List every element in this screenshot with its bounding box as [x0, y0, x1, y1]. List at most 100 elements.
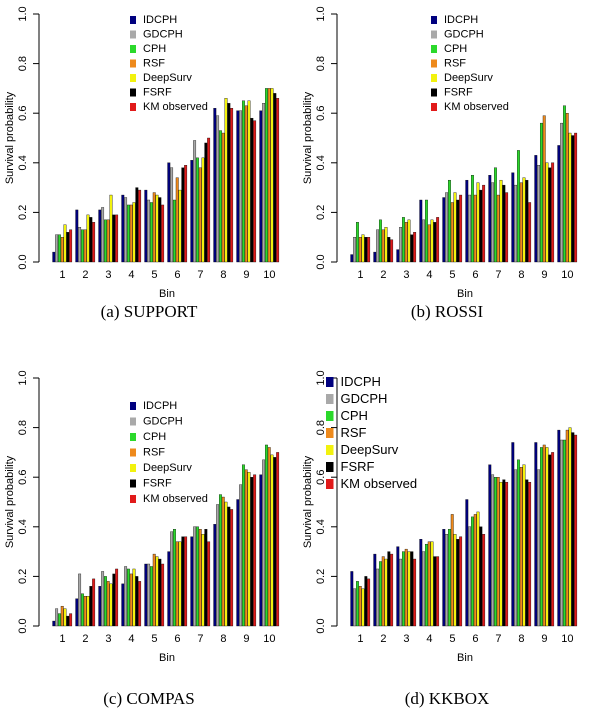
- bar: [86, 214, 90, 263]
- bar: [447, 179, 451, 263]
- x-tick-label: 4: [128, 633, 134, 645]
- bar: [55, 608, 59, 627]
- y-tick-label: 0.2: [17, 205, 29, 220]
- bar: [442, 529, 446, 627]
- bar: [384, 227, 388, 263]
- bar: [207, 541, 211, 627]
- x-tick-label: 8: [518, 633, 524, 645]
- bar: [401, 551, 405, 627]
- bar: [172, 529, 176, 627]
- bar: [548, 167, 552, 263]
- bar: [124, 197, 128, 263]
- x-tick-label: 5: [449, 269, 455, 281]
- bar: [548, 454, 552, 627]
- bar: [522, 464, 526, 627]
- bar: [447, 529, 451, 627]
- x-tick-label: 2: [380, 633, 386, 645]
- bar: [259, 110, 263, 263]
- legend-label: KM observed: [143, 101, 208, 113]
- bar: [262, 103, 266, 263]
- chart-panel-1: 0.0 0.2 0.4 0.6 0.8 1.0 Survival probability 1 2…: [4, 6, 280, 321]
- bar: [364, 576, 368, 627]
- bar: [57, 234, 61, 263]
- panel-caption: (b) ROSSI: [411, 302, 484, 321]
- bar: [407, 551, 411, 627]
- legend-label: GDCPH: [444, 29, 484, 41]
- bar: [129, 573, 133, 627]
- bar: [83, 596, 87, 627]
- x-tick-label: 9: [243, 633, 249, 645]
- bar: [353, 588, 357, 627]
- bar: [184, 536, 188, 627]
- legend-swatch: [431, 30, 437, 39]
- bar: [571, 432, 575, 627]
- bar: [144, 563, 148, 627]
- chart-panel-3: 0.0 0.2 0.4 0.6 0.8 1.0 Survival probability 1 2…: [4, 370, 280, 708]
- bar: [361, 234, 365, 263]
- x-tick-label: 5: [151, 269, 157, 281]
- bar: [571, 135, 575, 263]
- bar: [195, 526, 199, 627]
- y-tick-label: 0.0: [315, 254, 327, 269]
- bar: [75, 598, 79, 627]
- bar: [138, 189, 142, 263]
- chart-panel-4: 0.0 0.2 0.4 0.6 0.8 1.0 Survival probability 1 2…: [302, 370, 578, 708]
- bar: [52, 251, 56, 263]
- y-tick-label: 1.0: [315, 370, 327, 385]
- bar: [399, 227, 403, 263]
- bar: [276, 98, 280, 263]
- x-axis-label: Bin: [457, 652, 473, 664]
- bar: [376, 229, 380, 263]
- bar: [470, 175, 474, 263]
- bar: [542, 444, 546, 627]
- bar: [78, 227, 82, 263]
- legend-label: RSF: [341, 425, 367, 440]
- bar: [424, 199, 428, 263]
- legend-label: FSRF: [143, 478, 172, 490]
- y-tick-label: 1.0: [17, 6, 29, 21]
- bar: [221, 496, 225, 627]
- bar: [378, 219, 382, 263]
- legend-label: KM observed: [444, 101, 509, 113]
- bar: [551, 452, 555, 627]
- bar: [239, 110, 243, 263]
- bar: [465, 499, 469, 627]
- bar: [511, 442, 515, 627]
- y-axis-label: Survival probability: [302, 91, 314, 184]
- x-tick-label: 2: [82, 633, 88, 645]
- bar: [236, 499, 240, 627]
- bar: [121, 194, 125, 263]
- bar: [519, 467, 523, 627]
- bar: [75, 209, 79, 263]
- x-tick-label: 7: [495, 633, 501, 645]
- x-tick-label: 1: [59, 633, 65, 645]
- legend-swatch: [431, 45, 437, 53]
- bar: [539, 122, 543, 263]
- bar: [250, 117, 254, 263]
- legend-label: IDCPH: [143, 14, 177, 26]
- panel-caption: (d) KKBOX: [405, 689, 490, 708]
- bar: [514, 184, 518, 263]
- bar: [190, 536, 194, 627]
- bar: [69, 229, 73, 263]
- x-tick-label: 4: [128, 269, 134, 281]
- legend-swatch: [326, 377, 334, 387]
- bar: [92, 222, 96, 263]
- bar: [404, 548, 408, 627]
- legend-label: DeepSurv: [341, 442, 399, 457]
- legend-swatch: [130, 417, 136, 426]
- bar: [147, 199, 151, 263]
- y-tick-label: 0.2: [315, 205, 327, 220]
- y-tick-label: 1.0: [315, 6, 327, 21]
- bar: [488, 464, 492, 627]
- bar: [103, 576, 107, 627]
- bar: [378, 561, 382, 627]
- bar: [493, 167, 497, 263]
- y-axis-label: Survival probability: [302, 455, 314, 548]
- bar: [445, 192, 449, 263]
- bar: [227, 103, 231, 263]
- bar: [413, 232, 417, 263]
- bar: [270, 88, 274, 263]
- bar: [436, 217, 440, 263]
